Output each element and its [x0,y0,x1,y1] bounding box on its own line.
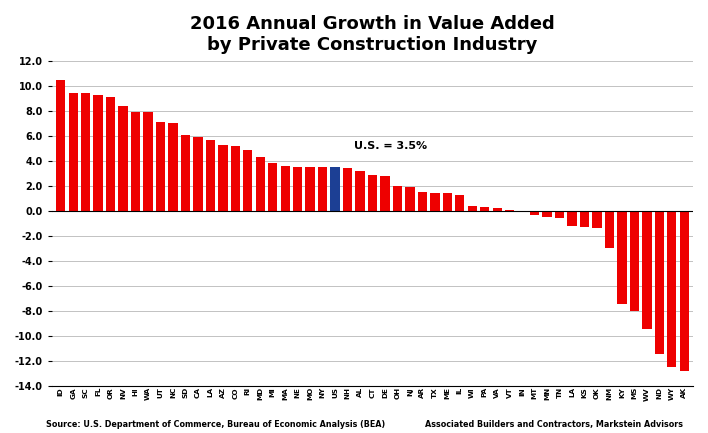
Bar [642,211,651,330]
Bar [480,207,489,211]
Bar [530,211,539,214]
Bar [106,97,115,211]
Text: U.S. = 3.5%: U.S. = 3.5% [354,141,427,151]
Bar [243,149,253,211]
Bar [131,112,140,211]
Bar [193,137,202,211]
Bar [318,167,327,211]
Bar [169,123,178,211]
Bar [593,211,602,228]
Bar [380,176,389,211]
Bar [218,145,227,211]
Bar [118,106,127,211]
Bar [93,95,103,211]
Bar [617,211,627,304]
Bar [567,211,577,226]
Bar [156,122,165,211]
Bar [343,168,353,211]
Bar [418,192,427,211]
Bar [555,211,564,218]
Bar [467,206,477,211]
Bar [268,163,278,211]
Bar [667,211,676,367]
Bar [493,208,502,211]
Bar [393,186,402,211]
Bar [430,193,440,211]
Bar [680,211,689,371]
Text: Associated Builders and Contractors, Markstein Advisors: Associated Builders and Contractors, Mar… [425,420,683,429]
Bar [256,157,265,211]
Bar [580,211,589,227]
Bar [331,167,340,211]
Bar [81,94,91,211]
Bar [629,211,639,311]
Bar [181,135,190,211]
Bar [655,211,664,355]
Bar [542,211,552,217]
Bar [144,112,153,211]
Bar [293,167,302,211]
Bar [56,80,65,211]
Text: Source: U.S. Department of Commerce, Bureau of Economic Analysis (BEA): Source: U.S. Department of Commerce, Bur… [46,420,385,429]
Bar [605,211,614,248]
Bar [405,187,415,211]
Bar [305,167,315,211]
Bar [231,146,240,211]
Bar [442,193,452,211]
Bar [455,194,464,211]
Bar [280,166,290,211]
Title: 2016 Annual Growth in Value Added
by Private Construction Industry: 2016 Annual Growth in Value Added by Pri… [190,15,555,54]
Bar [505,210,515,211]
Bar [69,94,78,211]
Bar [206,139,215,211]
Bar [355,171,365,211]
Bar [368,174,377,211]
